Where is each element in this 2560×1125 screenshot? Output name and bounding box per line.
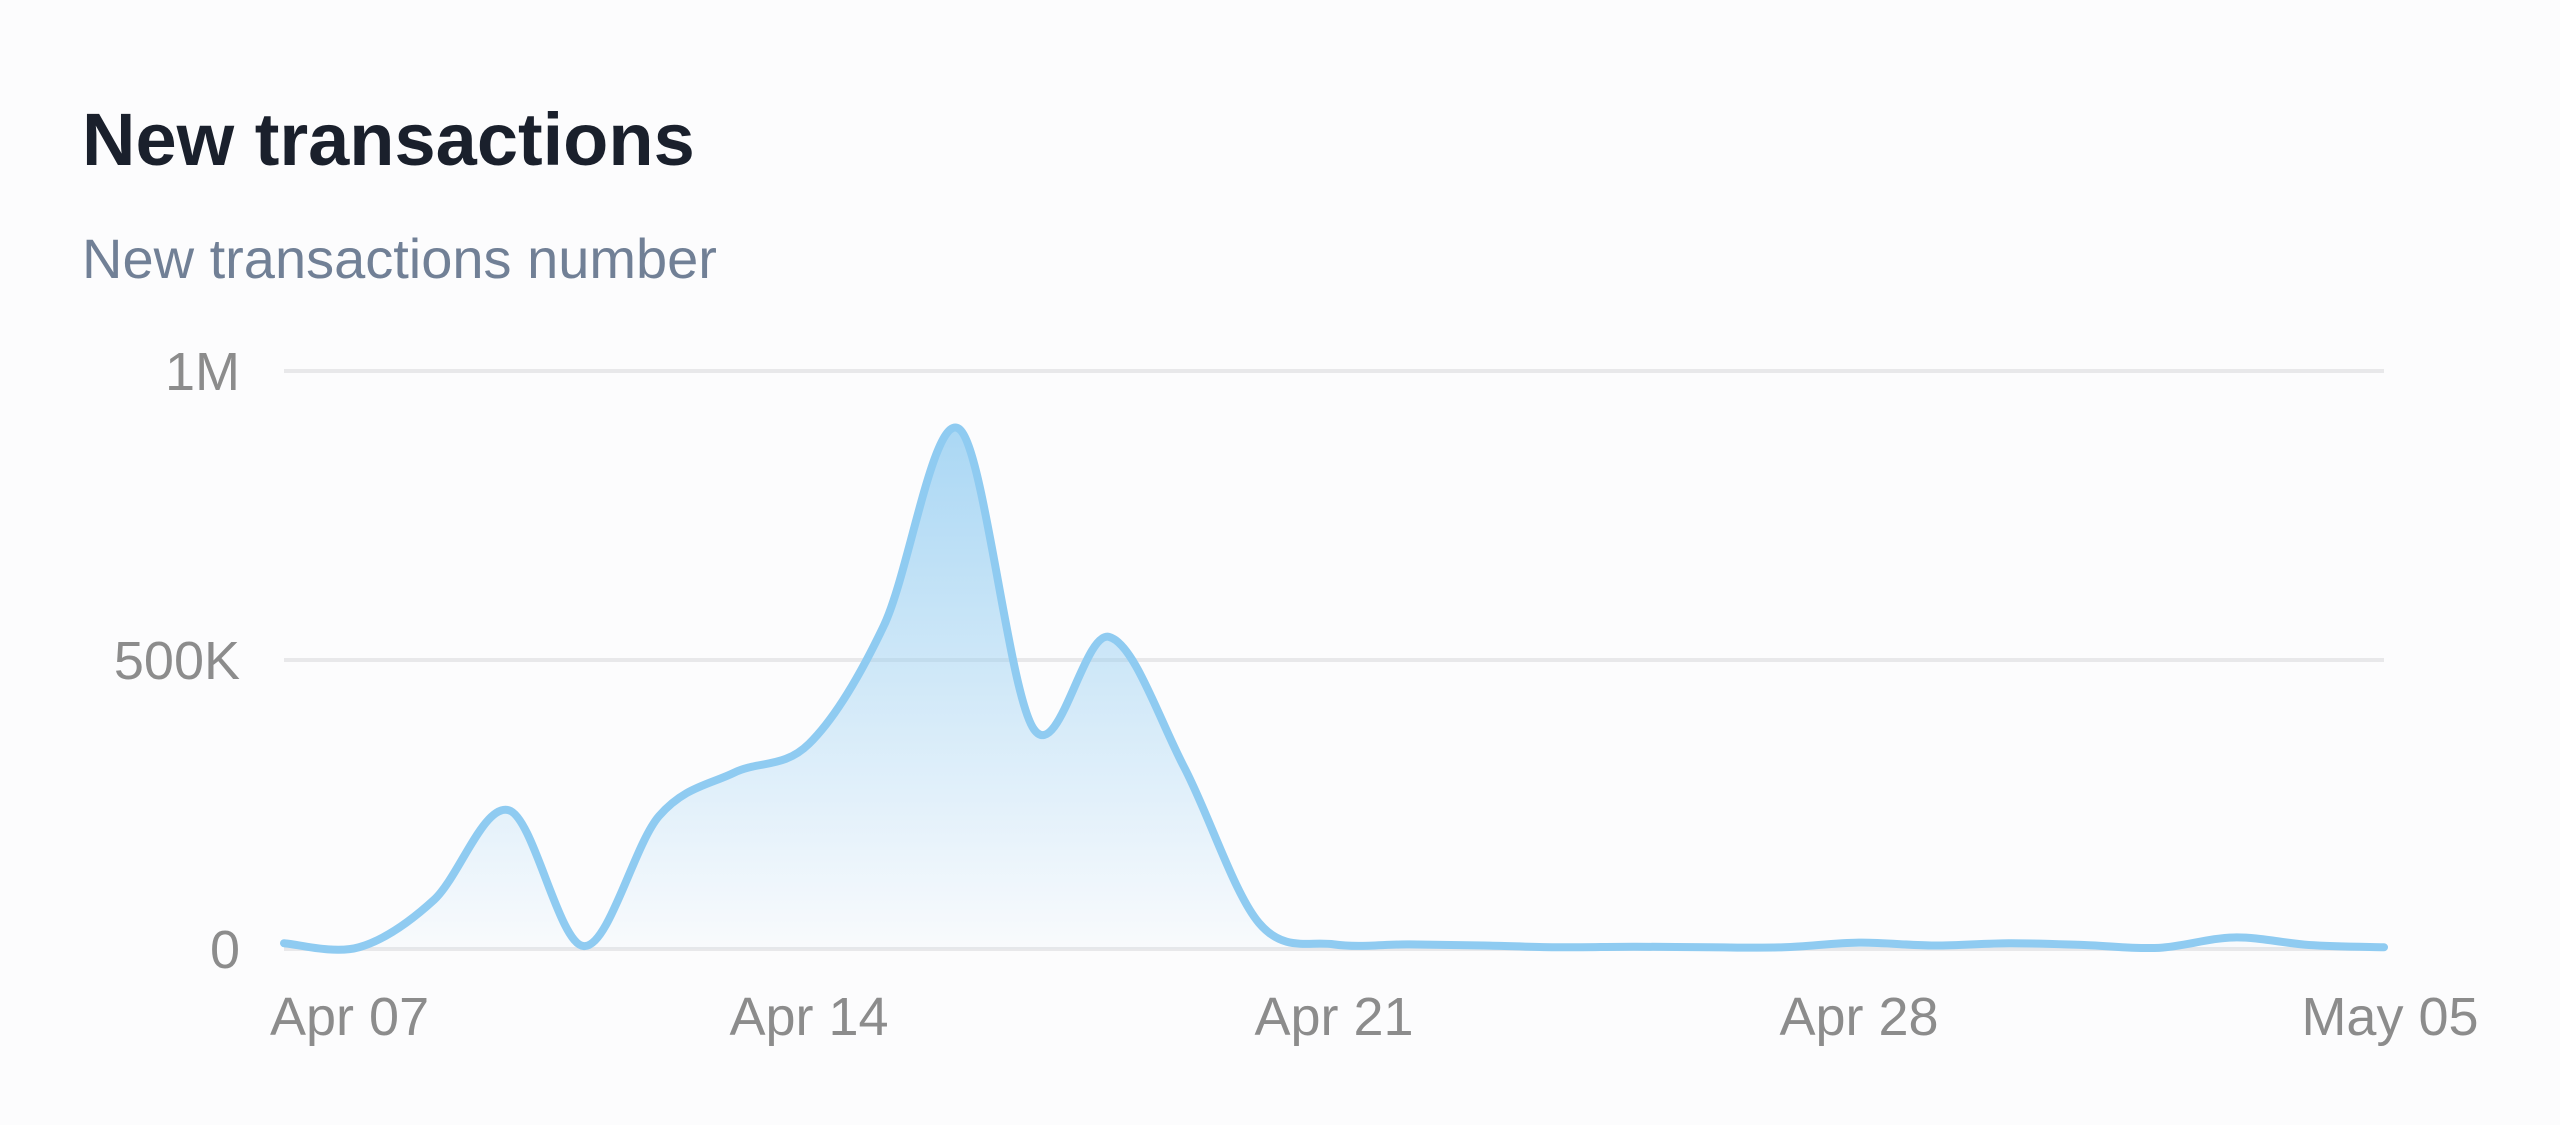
chart-subtitle: New transactions number [82,227,717,290]
x-tick-label: Apr 28 [1779,987,1938,1047]
y-tick-label: 500K [114,631,240,691]
line [280,423,2388,954]
chart-title: New transactions [82,98,695,181]
x-tick-label: Apr 07 [270,987,429,1047]
x-tick-label: Apr 14 [729,987,888,1047]
x-tick-label: Apr 21 [1254,987,1413,1047]
area-fill [284,427,2384,950]
y-tick-label: 1M [165,342,240,402]
x-tick-label: May 05 [2301,987,2478,1047]
y-tick-label: 0 [210,920,240,980]
